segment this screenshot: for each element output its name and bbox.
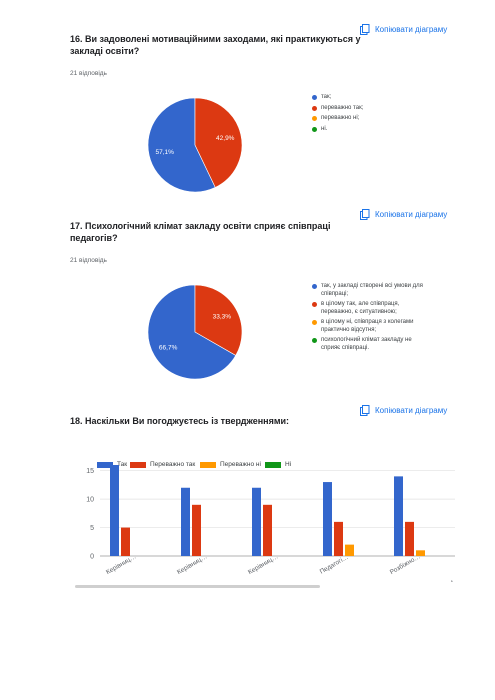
pie-slice <box>194 97 243 188</box>
question-18-title: 18. Наскільки Ви погоджуєтесь із твердже… <box>70 416 290 426</box>
bar <box>192 504 201 556</box>
pie-slice-label: 42,9% <box>216 135 235 142</box>
orange-dot-icon <box>312 116 317 121</box>
red-swatch-icon <box>130 461 146 468</box>
copy-chart-label: Копіювати діаграму <box>375 210 448 219</box>
pie-slice <box>194 284 243 356</box>
bar <box>252 487 261 556</box>
red-dot-icon <box>312 105 317 111</box>
copy-icon <box>360 405 370 416</box>
copy-chart-label: Копіювати діаграму <box>375 25 448 34</box>
bar-legend-item-3: Переважно ні <box>200 461 261 468</box>
pie-slice <box>147 284 237 380</box>
bar <box>416 550 425 556</box>
blue-dot-icon <box>312 284 317 289</box>
bar <box>334 521 343 556</box>
bar <box>405 521 414 556</box>
y-tick-label: 5 <box>90 525 94 532</box>
green-dot-icon <box>312 126 317 132</box>
legend-item: переважно ні; <box>312 115 363 123</box>
pie-slice-label: 57,1% <box>156 149 175 156</box>
orange-dot-icon <box>312 320 317 325</box>
blue-dot-icon <box>312 95 317 100</box>
legend-item: так; <box>312 94 363 102</box>
legend-item: в цілому так, але співпраця, переважно, є… <box>312 301 447 316</box>
copy-chart-label: Копіювати діаграму <box>375 406 448 415</box>
copy-icon <box>360 209 370 220</box>
red-dot-icon <box>312 302 317 307</box>
overflow-marker-icon: ˛ <box>451 573 454 582</box>
legend-item: так, у закладі створені всі умови для спі… <box>312 283 447 298</box>
blue-swatch-icon <box>97 461 113 468</box>
y-tick-label: 10 <box>86 497 94 504</box>
bar <box>110 465 119 556</box>
question-17-title: 17. Психологічний клімат закладу освіти … <box>70 221 331 243</box>
bar-legend-item-1: Так <box>97 461 127 468</box>
horizontal-scrollbar[interactable] <box>75 585 320 588</box>
bar <box>345 544 354 556</box>
bar-legend-item-2: Переважно так <box>130 461 195 468</box>
bar <box>323 482 332 556</box>
bar-legend-item-4: Ні <box>265 461 291 468</box>
bar <box>394 476 403 556</box>
copy-chart-button-q17[interactable]: Копіювати діаграму <box>360 209 447 220</box>
legend-item: психологічний клімат закладу не сприяє сп… <box>312 337 447 352</box>
copy-chart-button-q18[interactable]: Копіювати діаграму <box>360 405 447 416</box>
legend-item: ні. <box>312 126 363 134</box>
y-tick-label: 15 <box>86 468 94 475</box>
copy-chart-button-q16[interactable]: Копіювати діаграму <box>360 24 447 35</box>
legend-item: в цілому ні, співпраця з колегами практич… <box>312 319 447 334</box>
green-swatch-icon <box>265 461 281 468</box>
y-tick-label: 0 <box>90 554 94 561</box>
pie-chart-q17: 66,7% 33,3% <box>147 284 243 380</box>
pie-slice <box>147 97 216 193</box>
legend-item: переважно так; <box>312 105 363 113</box>
question-16-title: 16. Ви задоволені мотиваційними заходами… <box>70 34 361 56</box>
response-count-q16: 21 відповідь <box>70 70 107 77</box>
response-count-q17: 21 відповідь <box>70 257 107 264</box>
orange-swatch-icon <box>200 461 216 468</box>
legend-q16: так; переважно так; переважно ні; ні. <box>312 94 363 136</box>
bar <box>121 527 130 556</box>
pie-chart-q16: 57,1% 42,9% <box>147 97 243 193</box>
green-dot-icon <box>312 338 317 343</box>
legend-q17: так, у закладі створені всі умови для спі… <box>312 283 447 355</box>
copy-icon <box>360 24 370 35</box>
bar <box>181 487 190 556</box>
bar <box>263 504 272 556</box>
pie-slice-label: 66,7% <box>159 345 178 352</box>
pie-slice-label: 33,3% <box>213 313 232 320</box>
